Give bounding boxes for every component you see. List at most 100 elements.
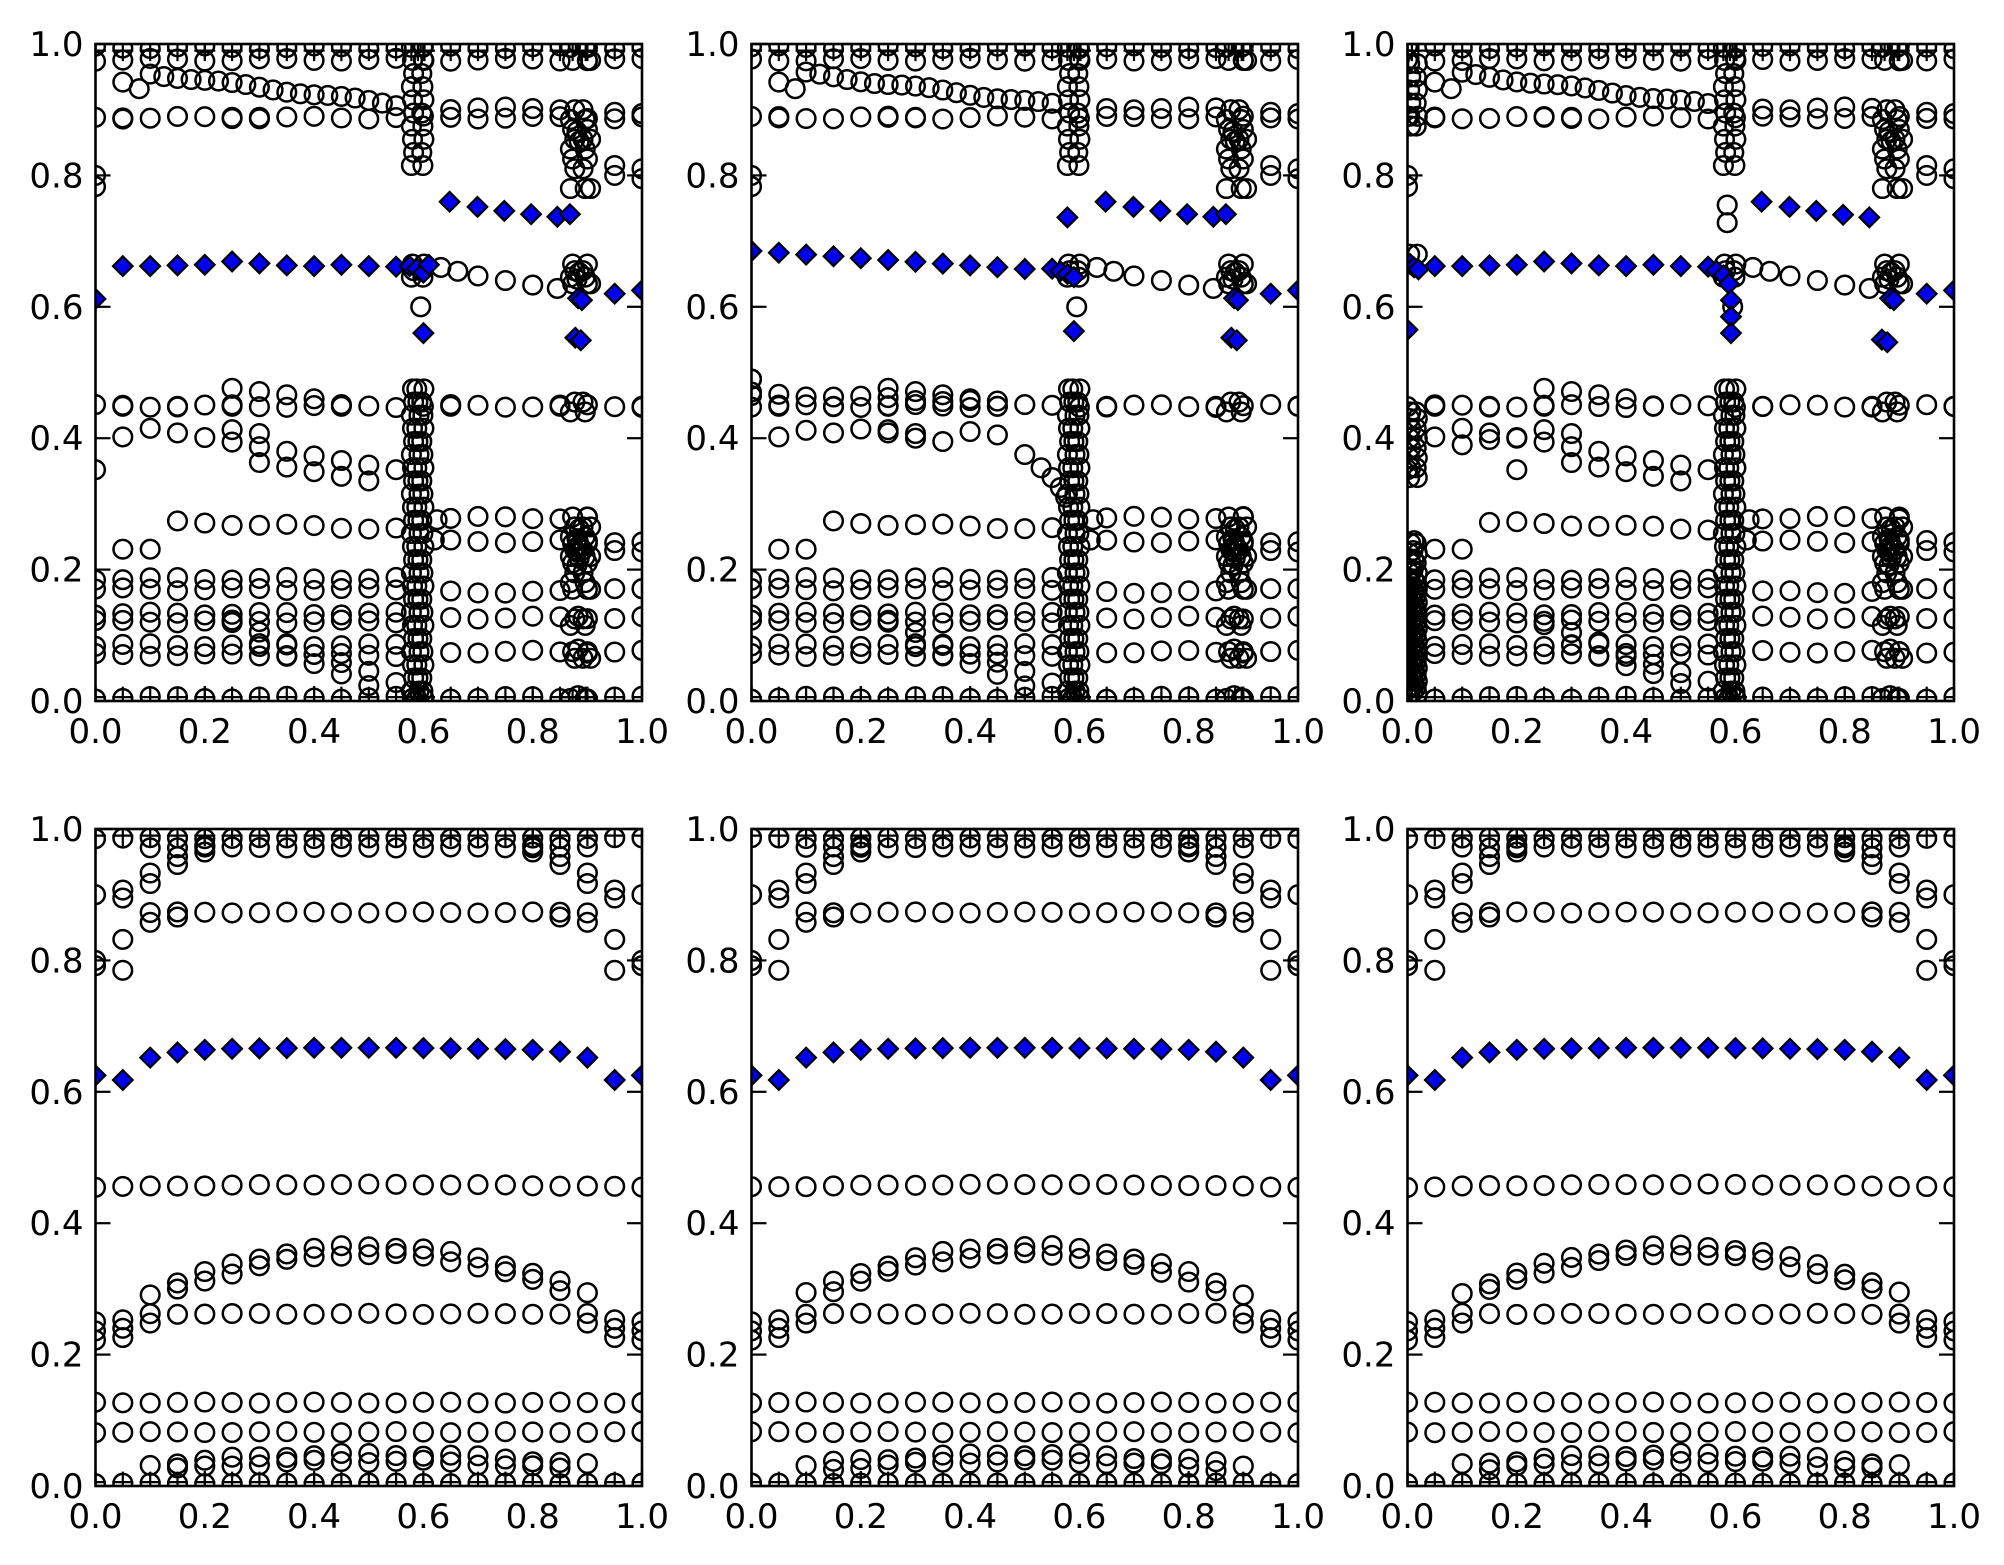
- circle-marker: [1096, 1250, 1118, 1272]
- circle-marker: [385, 829, 407, 849]
- circle-marker: [1560, 609, 1583, 631]
- diamond-marker: [794, 243, 818, 266]
- circle-marker: [1588, 108, 1610, 130]
- circle-marker: [1720, 404, 1742, 426]
- circle-marker: [1670, 569, 1692, 591]
- circle-marker: [494, 1174, 516, 1196]
- plus-marker: [1123, 44, 1145, 62]
- circle-marker: [95, 578, 107, 600]
- circle-marker: [1260, 1317, 1282, 1339]
- circle-marker: [1615, 579, 1637, 601]
- circle-marker: [1041, 1422, 1063, 1444]
- circle-marker: [95, 50, 107, 72]
- x-tick-label: 1.0: [1927, 712, 1981, 752]
- circle-marker: [932, 1303, 954, 1325]
- circle-marker: [1424, 1422, 1446, 1444]
- x-tick-label: 0.0: [724, 1497, 778, 1537]
- circle-marker: [1642, 603, 1664, 625]
- series-open-circles-top-middle: [751, 44, 1298, 701]
- diamond-marker: [1231, 1046, 1255, 1069]
- circle-marker: [1205, 1451, 1227, 1473]
- y-tick-label: 1.0: [29, 25, 83, 65]
- circle-marker: [904, 381, 927, 403]
- circle-marker: [1069, 536, 1091, 558]
- circle-marker: [413, 128, 435, 150]
- circle-marker: [1560, 436, 1583, 458]
- circle-marker: [248, 381, 270, 403]
- circle-marker: [1478, 1392, 1501, 1414]
- circle-marker: [1506, 634, 1528, 656]
- circle-marker: [768, 644, 790, 666]
- circle-marker: [248, 514, 270, 536]
- circle-marker: [166, 422, 189, 444]
- circle-marker: [467, 902, 489, 924]
- diamond-marker: [1804, 199, 1828, 223]
- circle-marker: [1884, 158, 1906, 180]
- circle-marker: [194, 69, 216, 91]
- circle-marker: [330, 1422, 352, 1444]
- plus-marker: [1561, 686, 1582, 701]
- circle-marker: [604, 879, 626, 901]
- plus-marker: [358, 829, 380, 847]
- circle-marker: [1056, 444, 1078, 466]
- circle-marker: [1718, 654, 1740, 676]
- circle-marker: [407, 628, 429, 650]
- circle-marker: [1064, 444, 1086, 466]
- circle-marker: [440, 580, 462, 602]
- circle-marker: [1724, 1303, 1746, 1325]
- circle-marker: [1615, 612, 1637, 634]
- diamond-marker: [384, 1036, 408, 1060]
- plus-marker: [1479, 44, 1500, 62]
- circle-marker: [358, 454, 380, 476]
- diamond-marker: [1150, 1037, 1173, 1061]
- circle-marker: [1150, 98, 1172, 120]
- circle-marker: [1642, 1174, 1664, 1196]
- circle-marker: [467, 265, 489, 287]
- plus-marker: [1670, 44, 1692, 62]
- circle-marker: [604, 1175, 626, 1197]
- circle-marker: [330, 604, 352, 626]
- circle-marker: [1779, 902, 1801, 924]
- circle-marker: [303, 579, 325, 601]
- plus-marker: [494, 1471, 516, 1486]
- circle-marker: [1806, 829, 1828, 849]
- circle-marker: [1260, 154, 1282, 177]
- circle-marker: [1560, 1174, 1583, 1196]
- circle-marker: [221, 1253, 243, 1275]
- circle-marker: [194, 394, 216, 416]
- circle-marker: [1407, 92, 1427, 114]
- circle-marker: [1150, 1421, 1172, 1443]
- circle-marker: [1205, 1302, 1227, 1324]
- circle-marker: [822, 108, 845, 130]
- plus-marker: [575, 686, 597, 701]
- circle-marker: [407, 549, 429, 571]
- circle-marker: [1601, 82, 1623, 104]
- circle-marker: [276, 1174, 298, 1196]
- circle-marker: [412, 1421, 434, 1443]
- circle-marker: [248, 1255, 270, 1277]
- plus-marker: [932, 686, 954, 701]
- circle-marker: [1642, 1303, 1664, 1325]
- plus-marker: [1642, 686, 1664, 701]
- circle-marker: [1861, 1175, 1883, 1197]
- circle-marker: [1123, 1303, 1145, 1325]
- circle-marker: [604, 396, 626, 418]
- plus-marker: [1642, 1471, 1664, 1486]
- circle-marker: [494, 829, 516, 849]
- circle-marker: [112, 879, 134, 901]
- circle-marker: [1451, 1312, 1473, 1334]
- circle-marker: [385, 1421, 407, 1443]
- circle-marker: [932, 390, 954, 413]
- circle-marker: [1232, 862, 1254, 884]
- plus-marker: [1916, 686, 1938, 701]
- x-tick-label: 0.6: [1052, 1497, 1106, 1537]
- diamond-marker: [1860, 1040, 1884, 1064]
- circle-marker: [1834, 1269, 1856, 1291]
- circle-marker: [95, 635, 107, 657]
- circle-marker: [440, 1391, 462, 1413]
- y-tick-label: 0.4: [29, 1204, 83, 1244]
- circle-marker: [413, 457, 435, 479]
- circle-marker: [1178, 396, 1200, 418]
- circle-marker: [358, 1173, 380, 1195]
- circle-marker: [1533, 1252, 1555, 1274]
